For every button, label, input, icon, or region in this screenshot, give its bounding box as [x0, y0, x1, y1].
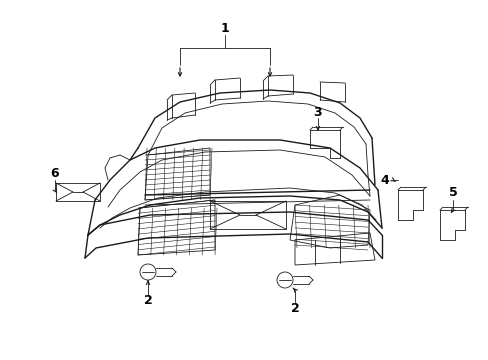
Text: 6: 6 — [51, 166, 59, 180]
Text: 3: 3 — [313, 105, 322, 118]
Text: 4: 4 — [380, 174, 388, 186]
Text: 2: 2 — [143, 293, 152, 306]
Text: 5: 5 — [447, 185, 456, 198]
Text: 2: 2 — [290, 302, 299, 315]
Text: 1: 1 — [220, 22, 229, 35]
